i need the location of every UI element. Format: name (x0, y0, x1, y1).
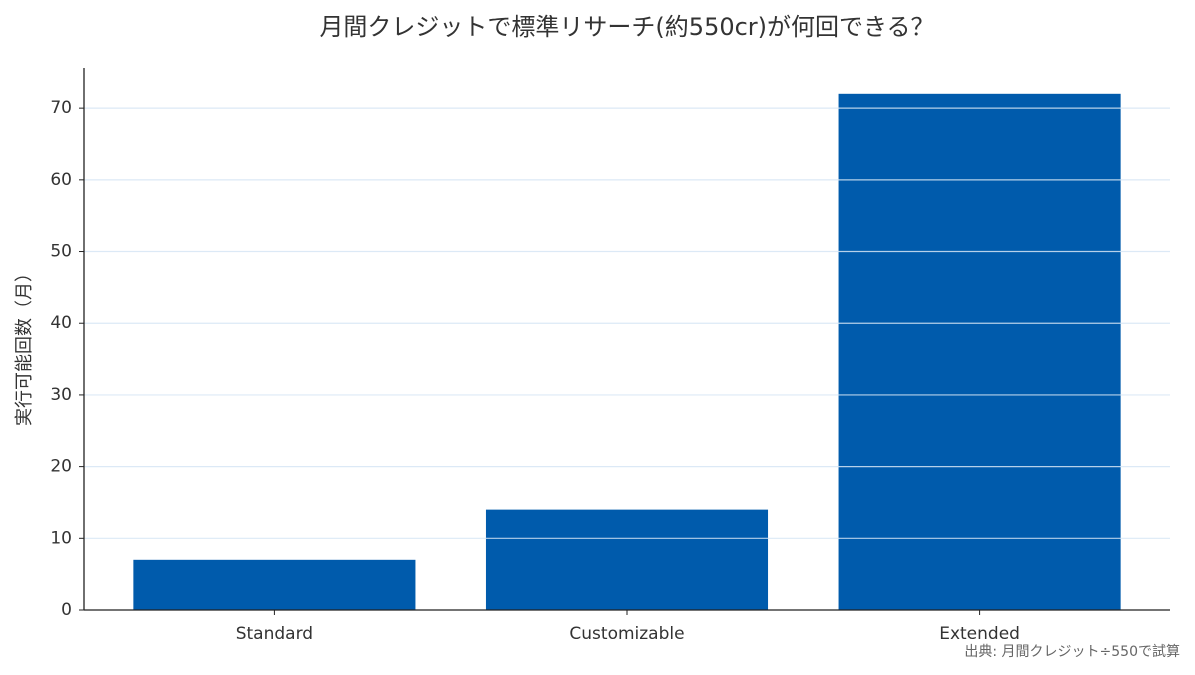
source-note: 出典: 月間クレジット÷550で試算 (964, 644, 1180, 660)
y-tick-label: 30 (50, 385, 72, 405)
y-tick-label: 60 (50, 170, 72, 190)
y-tick-label: 40 (50, 313, 72, 333)
y-tick-label: 50 (50, 242, 72, 262)
y-tick-label: 0 (61, 600, 72, 620)
x-tick-label: Standard (236, 624, 313, 644)
chart-title: 月間クレジットで標準リサーチ(約550cr)が何回できる？ (319, 13, 934, 41)
y-tick-label: 20 (50, 457, 72, 477)
y-axis-label: 実行可能回数（月） (14, 264, 35, 426)
x-tick-label: Customizable (569, 624, 684, 644)
bar (838, 93, 1121, 611)
bar (133, 559, 416, 610)
bar (485, 509, 769, 610)
y-tick-label: 70 (50, 98, 72, 118)
y-tick-label: 10 (50, 528, 72, 548)
x-tick-label: Extended (939, 624, 1020, 644)
